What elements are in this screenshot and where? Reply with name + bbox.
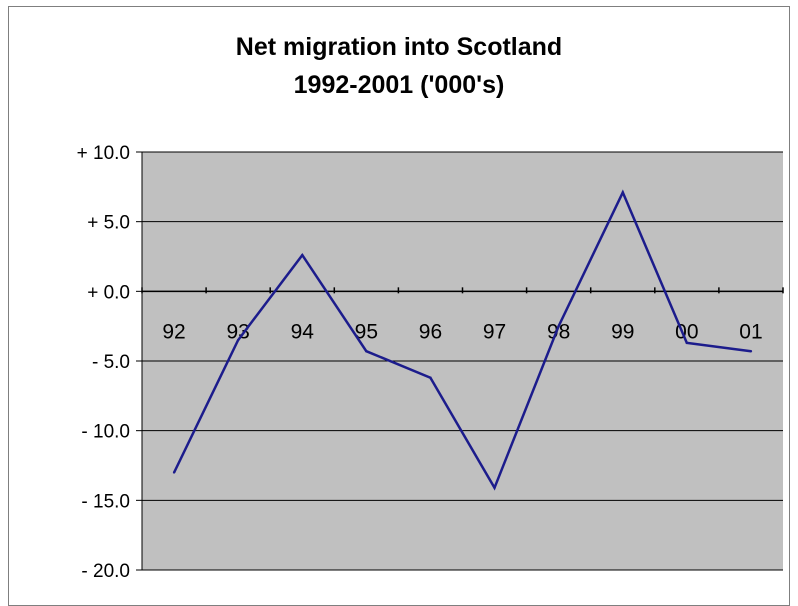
x-tick-label: 95: [355, 320, 378, 343]
chart-title-line-1: Net migration into Scotland: [235, 33, 563, 61]
chart-title-line-2: 1992-2001 ('000's): [293, 71, 505, 99]
y-tick-label: - 20.0: [81, 561, 130, 582]
y-tick-label: + 0.0: [87, 282, 130, 303]
x-tick-label: 97: [483, 320, 506, 343]
data-point: [493, 486, 496, 489]
x-tick-label: 94: [291, 320, 315, 343]
data-point: [429, 376, 432, 379]
data-point: [749, 350, 753, 353]
x-tick-label: 01: [739, 320, 762, 343]
y-tick-label: - 10.0: [81, 422, 130, 443]
data-point: [685, 341, 689, 345]
y-tick-label: - 5.0: [92, 352, 130, 373]
x-tick-label: 00: [675, 320, 698, 343]
y-tick-label: + 10.0: [77, 143, 130, 164]
y-tick-label: + 5.0: [87, 213, 130, 234]
data-point: [236, 338, 240, 342]
chart-title: Net migration into Scotland 1992-2001 ('…: [8, 28, 790, 104]
x-tick-label: 93: [226, 320, 249, 343]
data-point: [172, 471, 176, 474]
data-point: [621, 191, 624, 194]
data-point: [301, 253, 304, 257]
y-tick-label: - 15.0: [81, 491, 130, 512]
series-line: [172, 189, 752, 491]
data-point: [557, 324, 560, 328]
x-tick-label: 99: [611, 320, 634, 343]
x-tick-label: 96: [419, 320, 442, 343]
x-tick-label: 92: [162, 320, 185, 343]
line-chart: + 10.0 + 5.0 + 0.0 - 5.0 - 10.0 - 15.0 - 20.0 9…: [77, 143, 784, 582]
data-point: [365, 350, 368, 353]
